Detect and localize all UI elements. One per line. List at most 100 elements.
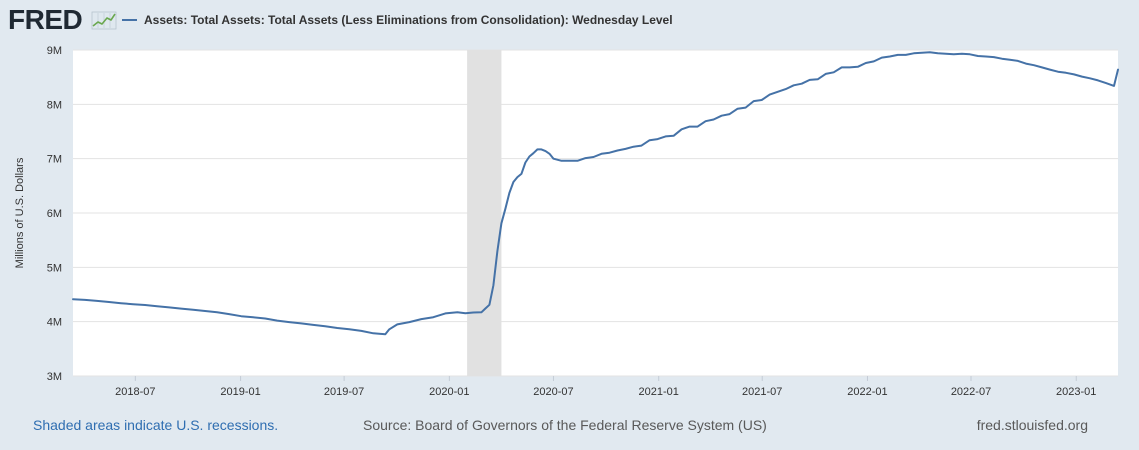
data-point[interactable]: [286, 319, 292, 325]
data-point[interactable]: [919, 50, 925, 56]
data-point[interactable]: [559, 158, 565, 164]
data-point[interactable]: [190, 307, 196, 313]
data-point[interactable]: [879, 55, 885, 61]
data-point[interactable]: [615, 148, 621, 154]
data-point[interactable]: [815, 76, 821, 82]
data-point[interactable]: [334, 325, 340, 331]
data-point[interactable]: [394, 321, 400, 327]
data-point[interactable]: [547, 151, 553, 157]
data-point[interactable]: [250, 314, 256, 320]
data-point[interactable]: [358, 328, 364, 334]
data-point[interactable]: [298, 320, 304, 326]
data-point[interactable]: [518, 171, 524, 177]
data-point[interactable]: [767, 92, 773, 98]
data-point[interactable]: [799, 81, 805, 87]
data-point[interactable]: [178, 306, 184, 312]
data-point[interactable]: [839, 64, 845, 70]
data-point[interactable]: [462, 310, 468, 316]
data-point[interactable]: [855, 64, 861, 70]
data-point[interactable]: [406, 319, 412, 325]
data-point[interactable]: [663, 133, 669, 139]
data-point[interactable]: [1039, 64, 1045, 70]
data-point[interactable]: [807, 77, 813, 83]
data-point[interactable]: [1095, 77, 1101, 83]
data-point[interactable]: [418, 316, 424, 322]
data-point[interactable]: [999, 56, 1005, 62]
data-point[interactable]: [82, 297, 88, 303]
data-point[interactable]: [759, 97, 765, 103]
data-point[interactable]: [791, 82, 797, 88]
data-point[interactable]: [1007, 57, 1013, 63]
fred-site-link[interactable]: fred.stlouisfed.org: [976, 417, 1088, 433]
data-point[interactable]: [1111, 83, 1117, 89]
data-point[interactable]: [583, 155, 589, 161]
data-point[interactable]: [346, 326, 352, 332]
data-point[interactable]: [142, 302, 148, 308]
data-point[interactable]: [370, 330, 376, 336]
data-point[interactable]: [94, 298, 100, 304]
data-point[interactable]: [430, 314, 436, 320]
data-point[interactable]: [202, 308, 208, 314]
data-point[interactable]: [486, 302, 492, 308]
data-point[interactable]: [238, 313, 244, 319]
data-point[interactable]: [943, 51, 949, 57]
data-point[interactable]: [887, 54, 893, 60]
data-point[interactable]: [1103, 80, 1109, 86]
data-point[interactable]: [1115, 67, 1121, 73]
data-point[interactable]: [703, 118, 709, 124]
data-point[interactable]: [506, 190, 512, 196]
data-point[interactable]: [671, 133, 677, 139]
data-point[interactable]: [262, 316, 268, 322]
data-point[interactable]: [118, 300, 124, 306]
data-point[interactable]: [935, 50, 941, 56]
data-point[interactable]: [679, 126, 685, 132]
data-point[interactable]: [442, 310, 448, 316]
data-point[interactable]: [607, 150, 613, 156]
data-point[interactable]: [775, 89, 781, 95]
data-point[interactable]: [551, 156, 557, 162]
data-point[interactable]: [783, 86, 789, 92]
data-point[interactable]: [655, 136, 661, 142]
data-point[interactable]: [470, 310, 476, 316]
data-point[interactable]: [226, 311, 232, 317]
data-point[interactable]: [1079, 74, 1085, 80]
data-point[interactable]: [831, 69, 837, 75]
data-point[interactable]: [70, 296, 76, 302]
data-point[interactable]: [575, 158, 581, 164]
data-point[interactable]: [823, 71, 829, 77]
data-point[interactable]: [647, 137, 653, 143]
data-point[interactable]: [751, 98, 757, 104]
data-point[interactable]: [1055, 69, 1061, 75]
data-point[interactable]: [274, 318, 280, 324]
data-point[interactable]: [494, 248, 500, 254]
data-point[interactable]: [863, 60, 869, 66]
source-link[interactable]: Source: Board of Governors of the Federa…: [363, 417, 767, 433]
data-point[interactable]: [522, 160, 528, 166]
data-point[interactable]: [719, 113, 725, 119]
data-point[interactable]: [927, 49, 933, 55]
data-point[interactable]: [154, 303, 160, 309]
data-point[interactable]: [382, 331, 388, 337]
data-point[interactable]: [386, 326, 392, 332]
data-point[interactable]: [631, 144, 637, 150]
data-point[interactable]: [975, 53, 981, 59]
data-point[interactable]: [454, 309, 460, 315]
data-point[interactable]: [903, 52, 909, 58]
data-point[interactable]: [106, 299, 112, 305]
data-point[interactable]: [510, 179, 516, 185]
data-point[interactable]: [695, 124, 701, 130]
data-point[interactable]: [1087, 75, 1093, 81]
data-point[interactable]: [1047, 67, 1053, 73]
data-point[interactable]: [871, 58, 877, 64]
data-point[interactable]: [967, 51, 973, 57]
data-point[interactable]: [502, 206, 508, 212]
data-point[interactable]: [735, 106, 741, 112]
data-point[interactable]: [1023, 61, 1029, 67]
data-point[interactable]: [322, 323, 328, 329]
data-point[interactable]: [490, 282, 496, 288]
data-point[interactable]: [310, 322, 316, 328]
data-point[interactable]: [1071, 71, 1077, 77]
data-point[interactable]: [498, 220, 504, 226]
data-point[interactable]: [983, 54, 989, 60]
data-point[interactable]: [911, 50, 917, 56]
